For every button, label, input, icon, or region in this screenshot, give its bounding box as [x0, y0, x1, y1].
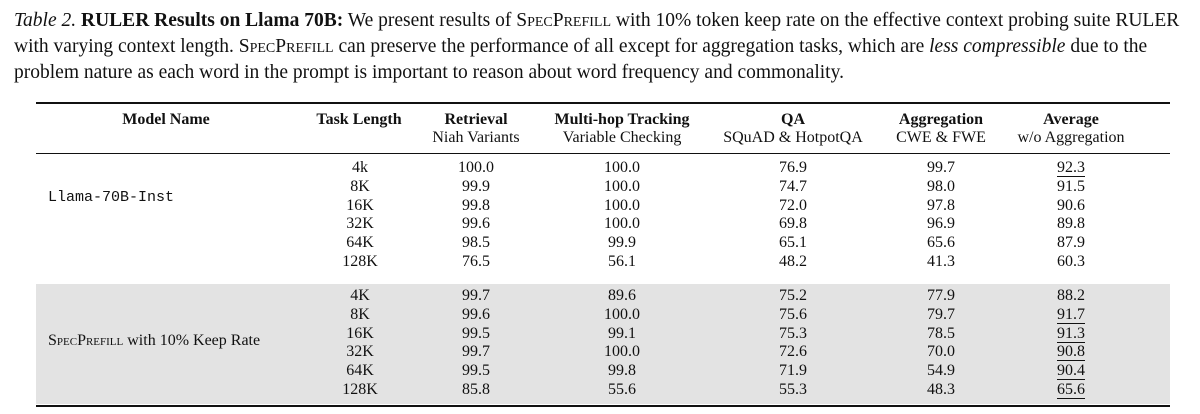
table-caption: Table 2. RULER Results on Llama 70B: We …	[14, 8, 1186, 86]
model-name-llama: Llama-70B-Inst	[48, 189, 175, 206]
caption-text-4: due to the problem nature as each word i…	[14, 36, 1148, 83]
group1-aggregation: 99.7 98.0 97.8 96.9 65.6 41.3	[927, 159, 955, 270]
header-qa: QA SQuAD & HotpotQA	[723, 111, 863, 146]
table-top-rule	[36, 102, 1170, 104]
caption-italic: less compressible	[929, 36, 1066, 57]
header-average: Average w/o Aggregation	[1017, 111, 1125, 146]
caption-text-3: can preserve the performance of all exce…	[333, 36, 930, 57]
table-header-rule	[36, 153, 1170, 154]
group2-average: 88.2 91.7 91.3 90.8 90.4 65.6	[1057, 287, 1085, 399]
group1-qa: 76.9 74.7 72.0 69.8 65.1 48.2	[779, 159, 807, 270]
group1-multihop: 100.0 100.0 100.0 100.0 99.9 56.1	[604, 159, 640, 270]
caption-text-2: with 10% token keep rate on the effectiv…	[14, 10, 1180, 57]
group2-multihop: 89.6 100.0 99.1 100.0 99.8 55.6	[604, 287, 640, 398]
specprefill-row-shading	[36, 284, 1170, 404]
group2-qa: 75.2 75.6 75.3 72.6 71.9 55.3	[779, 287, 807, 398]
caption-label: Table 2.	[14, 10, 77, 31]
group2-retrieval: 99.7 99.6 99.5 99.7 99.5 85.8	[462, 287, 490, 398]
group1-retrieval: 100.0 99.9 99.8 99.6 98.5 76.5	[458, 159, 494, 270]
group1-average: 92.3 91.5 90.6 89.8 87.9 60.3	[1057, 159, 1085, 270]
caption-method-1: SpecPrefill	[516, 10, 612, 31]
header-model: Model Name	[122, 111, 210, 128]
table-bottom-rule	[36, 405, 1170, 407]
group2-task-lengths: 4K 8K 16K 32K 64K 128K	[342, 287, 378, 398]
caption-title: RULER Results on Llama 70B:	[81, 10, 344, 31]
group2-aggregation: 77.9 79.7 78.5 70.0 54.9 48.3	[927, 287, 955, 398]
header-aggregation: Aggregation CWE & FWE	[896, 111, 986, 146]
header-multihop: Multi-hop Tracking Variable Checking	[554, 111, 690, 146]
model-name-specprefill: SpecPrefill with 10% Keep Rate	[48, 332, 261, 349]
header-retrieval: Retrieval Niah Variants	[432, 111, 520, 146]
caption-text-1: We present results of	[343, 10, 517, 31]
caption-method-2: SpecPrefill	[238, 36, 334, 57]
header-task-length: Task Length	[316, 111, 402, 128]
group1-task-lengths: 4k 8K 16K 32K 64K 128K	[342, 159, 378, 270]
